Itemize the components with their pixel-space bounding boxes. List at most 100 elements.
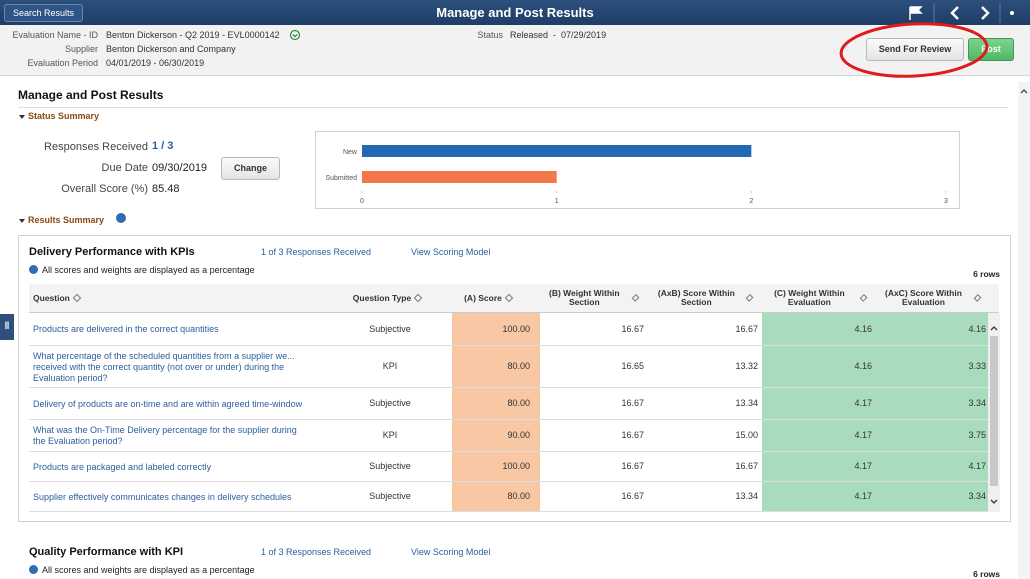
cell: 4.17 — [854, 461, 872, 471]
column-header-text[interactable]: (C) Weight Within Evaluation — [774, 288, 845, 307]
question-link[interactable]: Products are packaged and labeled correc… — [33, 461, 212, 472]
x-tick-label: 3 — [944, 198, 948, 205]
value: 85.48 — [152, 183, 180, 195]
question-link[interactable]: What was the On-Time Delivery percentage… — [33, 425, 297, 446]
column-header[interactable]: (C) Weight Within Evaluation — [762, 287, 868, 309]
column-header[interactable]: (AxC) Score Within Evaluation — [876, 287, 982, 309]
column-header[interactable]: (B) Weight Within Section — [540, 287, 640, 309]
cell: 16.67 — [621, 461, 644, 471]
cell: 16.67 — [621, 398, 644, 408]
cell: 13.34 — [735, 398, 758, 408]
cell: 4.17 — [854, 491, 872, 501]
label: Responses Received — [44, 141, 148, 153]
status-icon[interactable] — [289, 29, 301, 41]
table-note: All scores and weights are displayed as … — [42, 565, 255, 575]
row-count: 6 rows — [973, 269, 1000, 279]
value: Benton Dickerson - Q2 2019 - EVL0000142 — [106, 30, 280, 40]
table-title: Quality Performance with KPI — [29, 546, 184, 558]
label: Status — [477, 30, 503, 40]
bar — [362, 145, 752, 157]
table-scroll-arrows[interactable] — [988, 322, 1000, 506]
table-header-bg — [29, 284, 999, 313]
cell: 15.00 — [735, 430, 758, 440]
value: 09/30/2019 — [152, 162, 208, 174]
scroll-thumb[interactable] — [990, 336, 998, 486]
column-header-text[interactable]: Question — [33, 292, 70, 303]
side-panel-toggle[interactable]: ‖ — [0, 314, 14, 340]
table-note: All scores and weights are displayed as … — [42, 265, 255, 275]
column-header[interactable]: (A) Score — [452, 287, 524, 309]
cell: 4.16 — [854, 323, 872, 334]
scoring-link[interactable]: View Scoring Model — [411, 547, 491, 557]
status-summary-heading[interactable]: Status Summary — [28, 111, 100, 121]
score-column-bg — [452, 313, 540, 512]
info-icon[interactable] — [116, 213, 126, 223]
sort-icon[interactable] — [504, 293, 514, 303]
label: Supplier — [64, 44, 98, 54]
question-link[interactable]: What percentage of the scheduled quantit… — [33, 350, 295, 383]
value: Benton Dickerson and Company — [106, 44, 236, 54]
chart-frame — [315, 131, 960, 209]
collapse-icon[interactable] — [19, 219, 25, 223]
column-header-text[interactable]: Question Type — [352, 292, 412, 303]
responses-link[interactable]: 1 of 3 Responses Received — [261, 547, 372, 557]
cell: Subjective — [369, 461, 411, 471]
value: Released - 07/29/2019 — [510, 30, 607, 40]
responses-link[interactable]: 1 / 3 — [152, 140, 174, 152]
info-icon[interactable] — [29, 565, 38, 574]
divider — [18, 107, 1008, 108]
cell: 100.00 — [502, 323, 530, 334]
label: Due Date — [101, 162, 148, 174]
cell: 4.16 — [854, 361, 872, 371]
cell: 4.17 — [854, 430, 872, 440]
label: Evaluation Period — [27, 58, 98, 68]
column-header-text[interactable]: (A) Score — [464, 292, 502, 303]
sort-icon[interactable] — [72, 293, 82, 303]
cell: 16.65 — [621, 361, 644, 371]
cell: 4.17 — [968, 461, 986, 471]
column-header[interactable]: (AxB) Score Within Section — [650, 287, 754, 309]
column-header[interactable]: Question Type — [330, 287, 444, 309]
cell: 16.67 — [621, 491, 644, 501]
collapse-icon[interactable] — [19, 115, 25, 119]
back-button[interactable]: Search Results — [4, 4, 84, 22]
results-summary-heading[interactable]: Results Summary — [28, 215, 105, 225]
column-header[interactable]: Question — [33, 287, 133, 309]
column-header-text[interactable]: (AxB) Score Within Section — [657, 288, 735, 307]
change-button[interactable]: Change — [221, 157, 280, 180]
row-separator — [29, 387, 988, 388]
nav-icons[interactable] — [900, 3, 1020, 23]
scoring-link[interactable]: View Scoring Model — [411, 247, 491, 257]
question-link[interactable]: Supplier effectively communicates change… — [33, 491, 292, 502]
question-link[interactable]: Delivery of products are on-time and are… — [33, 398, 303, 409]
column-header-text[interactable]: (AxC) Score Within Evaluation — [884, 288, 962, 307]
info-icon[interactable] — [29, 265, 38, 274]
y-tick-label: New — [343, 149, 358, 156]
cell: 4.17 — [854, 398, 872, 408]
row-separator — [29, 451, 988, 452]
cell: 3.33 — [968, 361, 986, 371]
cell: 16.67 — [735, 461, 758, 471]
top-bar — [0, 0, 1030, 25]
column-header-text[interactable]: (B) Weight Within Section — [548, 288, 620, 307]
bar — [362, 171, 557, 183]
cell: KPI — [382, 361, 398, 371]
highlight-circle — [839, 22, 989, 78]
label: Evaluation Name - ID — [12, 30, 98, 40]
send-for-review-button[interactable]: Send For Review — [866, 38, 964, 61]
table-title: Delivery Performance with KPIs — [29, 246, 195, 258]
question-link[interactable]: Products are delivered in the correct qu… — [33, 324, 219, 334]
row-separator — [29, 345, 988, 346]
cell: 16.67 — [735, 323, 758, 334]
post-button[interactable]: Post — [968, 38, 1014, 61]
cell: 16.67 — [621, 323, 644, 334]
responses-link[interactable]: 1 of 3 Responses Received — [261, 247, 372, 257]
x-tick-label: 2 — [749, 198, 753, 205]
page-scrollbar[interactable] — [1018, 82, 1030, 579]
sort-icon[interactable] — [413, 293, 423, 303]
row-separator — [29, 419, 988, 420]
cell: 16.67 — [621, 430, 644, 440]
scroll-up[interactable] — [1019, 86, 1029, 96]
